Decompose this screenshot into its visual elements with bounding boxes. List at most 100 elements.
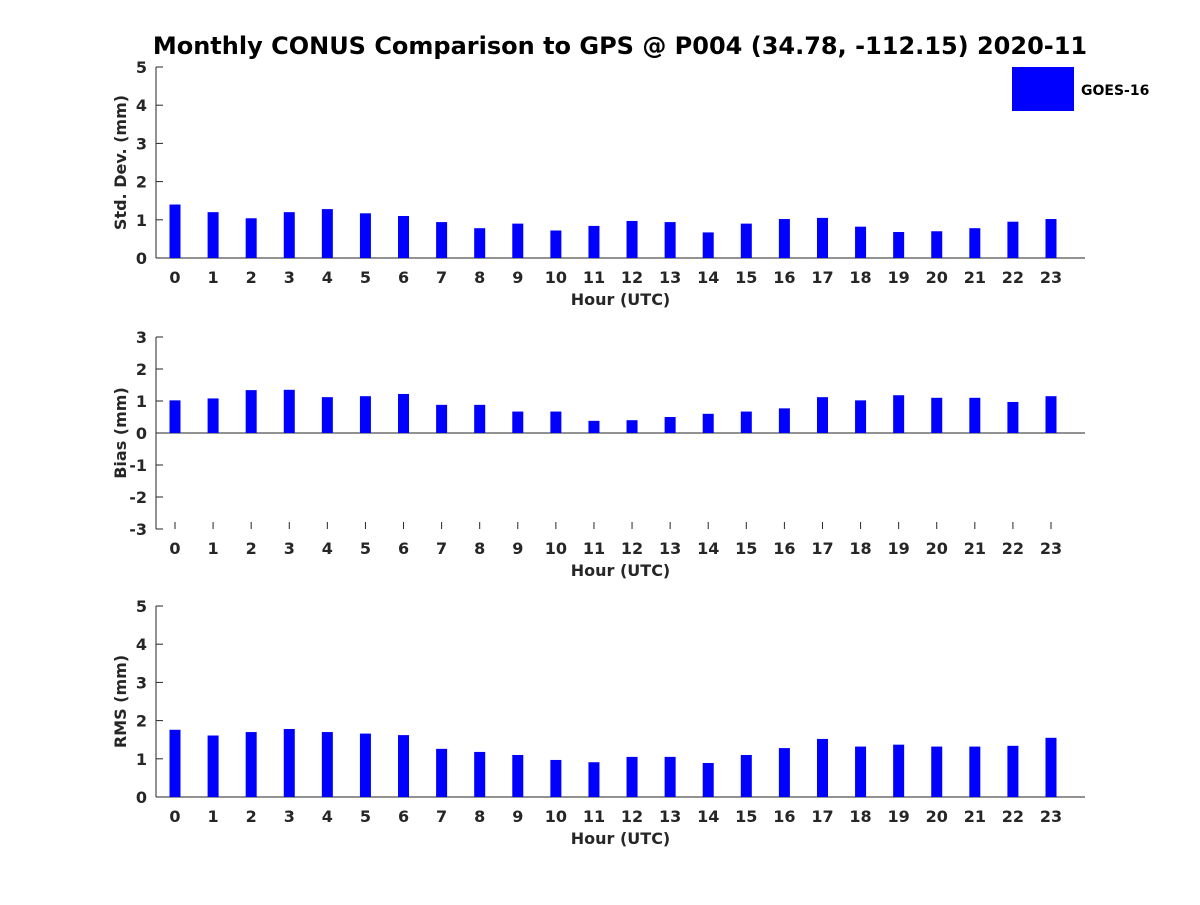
- x-tick-label: 19: [888, 807, 910, 826]
- legend-swatch: [1012, 67, 1074, 111]
- x-tick-label: 22: [1002, 807, 1024, 826]
- bar-hour-18: [855, 746, 867, 797]
- x-tick-label: 23: [1040, 807, 1062, 826]
- bar-hour-3: [283, 729, 295, 797]
- x-tick-label: 14: [697, 539, 719, 558]
- bar-hour-8: [474, 751, 486, 797]
- x-tick-label: 18: [849, 268, 871, 287]
- x-tick-label: 6: [398, 539, 409, 558]
- y-tick-label: 4: [136, 635, 147, 654]
- x-tick-label: 7: [436, 539, 447, 558]
- x-tick-label: 2: [246, 268, 257, 287]
- bar-hour-11: [588, 225, 600, 258]
- bar-hour-13: [664, 417, 676, 433]
- x-tick-label: 9: [512, 807, 523, 826]
- x-axis-label: Hour (UTC): [571, 561, 671, 580]
- bar-hour-16: [778, 219, 790, 258]
- bar-hour-5: [359, 213, 371, 258]
- x-tick-label: 1: [208, 539, 219, 558]
- bar-hour-12: [626, 756, 638, 797]
- x-tick-label: 5: [360, 807, 371, 826]
- x-tick-label: 8: [474, 539, 485, 558]
- y-axis-label: Bias (mm): [111, 387, 130, 479]
- y-tick-label: 1: [136, 211, 147, 230]
- bar-hour-4: [321, 732, 333, 797]
- x-tick-label: 3: [284, 807, 295, 826]
- bar-hour-23: [1045, 219, 1057, 258]
- bar-hour-22: [1007, 745, 1019, 797]
- x-tick-label: 13: [659, 268, 681, 287]
- x-tick-label: 3: [284, 539, 295, 558]
- y-tick-label: 0: [136, 788, 147, 807]
- x-tick-label: 15: [735, 539, 757, 558]
- bar-hour-19: [893, 232, 905, 258]
- x-tick-label: 6: [398, 807, 409, 826]
- x-tick-label: 7: [436, 807, 447, 826]
- x-tick-label: 17: [811, 807, 833, 826]
- x-tick-label: 5: [360, 539, 371, 558]
- x-tick-label: 13: [659, 539, 681, 558]
- x-tick-label: 15: [735, 268, 757, 287]
- bar-hour-15: [740, 754, 752, 797]
- x-tick-label: 14: [697, 268, 719, 287]
- y-tick-label: 3: [136, 673, 147, 692]
- x-tick-label: 5: [360, 268, 371, 287]
- y-axis-label: RMS (mm): [111, 655, 130, 748]
- bar-hour-15: [740, 223, 752, 258]
- x-tick-label: 10: [545, 807, 567, 826]
- bar-hour-23: [1045, 396, 1057, 433]
- y-axis-label: Std. Dev. (mm): [111, 95, 130, 230]
- x-tick-label: 2: [246, 807, 257, 826]
- bar-hour-0: [169, 400, 181, 433]
- x-tick-label: 22: [1002, 539, 1024, 558]
- x-tick-label: 22: [1002, 268, 1024, 287]
- bar-hour-22: [1007, 221, 1019, 258]
- x-tick-label: 6: [398, 268, 409, 287]
- x-tick-label: 18: [849, 539, 871, 558]
- bar-hour-1: [207, 212, 219, 258]
- bar-hour-2: [245, 390, 257, 433]
- x-tick-label: 4: [322, 539, 333, 558]
- bar-hour-10: [550, 230, 562, 258]
- x-tick-label: 8: [474, 268, 485, 287]
- bar-hour-5: [359, 733, 371, 797]
- bar-hour-8: [474, 228, 486, 258]
- bar-hour-22: [1007, 401, 1019, 433]
- bar-hour-6: [398, 735, 410, 797]
- x-tick-label: 10: [545, 268, 567, 287]
- bar-hour-11: [588, 420, 600, 433]
- bar-hour-8: [474, 404, 486, 433]
- bar-hour-5: [359, 396, 371, 433]
- legend: GOES-16: [1012, 67, 1149, 111]
- bar-hour-2: [245, 218, 257, 258]
- bar-hour-19: [893, 395, 905, 433]
- x-tick-label: 12: [621, 268, 643, 287]
- x-tick-label: 11: [583, 807, 605, 826]
- x-tick-label: 12: [621, 539, 643, 558]
- legend-label: GOES-16: [1081, 83, 1149, 99]
- bar-hour-7: [436, 748, 448, 797]
- bar-hour-4: [321, 209, 333, 258]
- bar-hour-15: [740, 411, 752, 433]
- y-tick-label: -2: [129, 488, 147, 507]
- y-tick-label: 0: [136, 249, 147, 268]
- x-tick-label: 1: [208, 268, 219, 287]
- x-tick-label: 13: [659, 807, 681, 826]
- bar-hour-17: [816, 738, 828, 797]
- x-tick-label: 19: [888, 539, 910, 558]
- y-tick-label: 2: [136, 360, 147, 379]
- bar-hour-20: [931, 231, 943, 258]
- bar-hour-20: [931, 746, 943, 797]
- bar-hour-11: [588, 762, 600, 797]
- bar-hour-21: [969, 228, 981, 258]
- x-tick-label: 16: [773, 807, 795, 826]
- y-tick-label: 2: [136, 173, 147, 192]
- bar-hour-13: [664, 756, 676, 797]
- bar-hour-9: [512, 754, 524, 797]
- bar-hour-12: [626, 220, 638, 258]
- y-tick-label: 3: [136, 328, 147, 347]
